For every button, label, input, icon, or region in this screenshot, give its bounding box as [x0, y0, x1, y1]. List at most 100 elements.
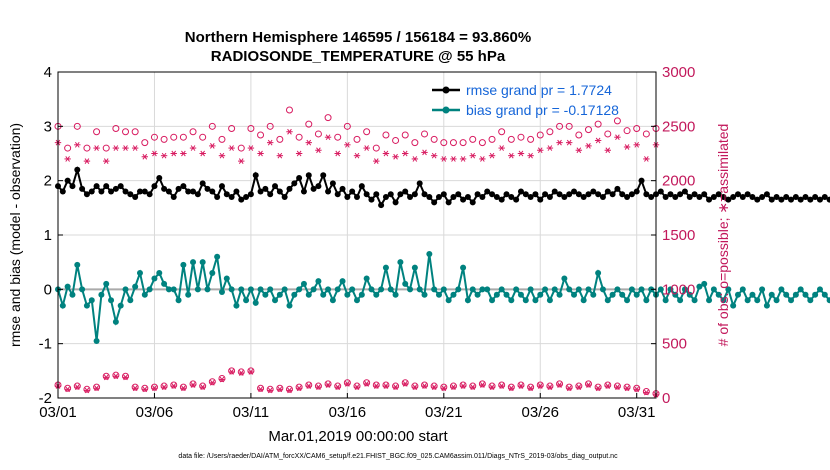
- obs-possible-marker: [594, 383, 602, 391]
- series-lines: [55, 166, 830, 344]
- obs-assimilated-marker: [247, 145, 255, 151]
- bias-point: [262, 291, 269, 298]
- obs-possible-marker: [305, 381, 313, 389]
- obs-possible-marker: [449, 139, 457, 147]
- rmse-point: [599, 193, 606, 200]
- rmse-point: [513, 196, 520, 203]
- rmse-point: [484, 188, 491, 195]
- obs-assimilated-marker: [421, 149, 428, 156]
- bias-point: [272, 297, 279, 304]
- bias-point: [98, 291, 105, 298]
- obs-possible-marker: [517, 133, 525, 141]
- rmse-point: [79, 185, 86, 192]
- obs-possible-marker: [401, 379, 409, 387]
- rmse-point: [349, 188, 356, 195]
- rmse-point: [382, 193, 389, 200]
- bias-point: [580, 297, 587, 304]
- rmse-point: [595, 191, 602, 198]
- bias-point: [296, 286, 303, 293]
- bias-point: [788, 297, 795, 304]
- obs-possible-marker: [594, 120, 602, 128]
- obs-possible-marker: [160, 135, 168, 143]
- rmse-point: [387, 191, 394, 198]
- obs-possible-marker: [257, 131, 265, 139]
- bias-point: [725, 286, 732, 293]
- obs-assimilated-marker: [228, 145, 235, 151]
- bias-point: [489, 297, 496, 304]
- rmse-point: [161, 185, 168, 192]
- obs-assimilated-marker: [402, 381, 409, 387]
- obs-possible-marker: [613, 382, 621, 390]
- bias-point: [180, 261, 187, 268]
- bias-point: [402, 280, 409, 287]
- obs-assimilated-marker: [305, 383, 312, 389]
- rmse-point: [783, 193, 790, 200]
- obs-assimilated-marker: [257, 386, 264, 393]
- obs-possible-marker: [343, 379, 351, 387]
- bias-point: [749, 291, 756, 298]
- obs-possible-marker: [546, 382, 554, 390]
- obs-assimilated-marker: [565, 385, 573, 392]
- bias-point: [407, 286, 414, 293]
- y-tick-label-right: 2500: [662, 118, 695, 135]
- rmse-point: [233, 188, 240, 195]
- rmse-point: [445, 199, 452, 206]
- rmse-point: [763, 191, 770, 198]
- rmse-point: [522, 191, 529, 198]
- rmse-point: [262, 185, 269, 192]
- bias-point: [566, 286, 573, 293]
- bias-point: [435, 291, 442, 298]
- rmse-point: [300, 188, 307, 195]
- rmse-point: [648, 193, 655, 200]
- x-tick-label: 03/26: [521, 404, 559, 421]
- rmse-point: [310, 185, 317, 192]
- rmse-point: [218, 183, 225, 190]
- bias-point: [763, 302, 770, 309]
- data-file-footer: data file: /Users/raeder/DAI/ATM_forcXX/…: [178, 453, 618, 460]
- bias-point: [812, 291, 819, 298]
- obs-possible-marker: [141, 139, 149, 147]
- bias-point: [672, 291, 679, 298]
- bias-point: [508, 297, 515, 304]
- y-tick-label-left: 1: [44, 227, 52, 244]
- rmse-point: [170, 193, 177, 200]
- obs-possible-marker: [83, 144, 91, 152]
- rmse-point: [368, 196, 375, 203]
- bias-point: [339, 278, 346, 285]
- obs-assimilated-marker: [469, 152, 476, 159]
- obs-possible-marker: [623, 383, 631, 391]
- y-tick-label-right: 3000: [662, 64, 695, 81]
- rmse-point: [720, 193, 727, 200]
- bias-point: [310, 286, 317, 293]
- rmse-point: [460, 196, 467, 203]
- obs-possible-marker: [237, 144, 245, 152]
- obs-assimilated-marker: [209, 143, 216, 149]
- y-tick-label-right: 2000: [662, 173, 695, 190]
- obs-assimilated-marker: [450, 156, 457, 162]
- bias-point: [517, 291, 524, 298]
- rmse-series-line: [57, 166, 830, 208]
- bias-point: [199, 259, 206, 266]
- bias-point: [754, 297, 761, 304]
- obs-possible-marker: [189, 128, 197, 136]
- obs-assimilated-marker: [411, 384, 419, 390]
- obs-possible-marker: [633, 125, 641, 133]
- obs-possible-marker: [517, 381, 525, 389]
- bias-point: [329, 297, 336, 304]
- bias-point: [503, 291, 510, 298]
- obs-possible-marker: [478, 380, 486, 388]
- rmse-point: [83, 191, 90, 198]
- bias-point: [469, 286, 476, 293]
- obs-possible-marker: [642, 130, 650, 138]
- rmse-point: [710, 193, 717, 200]
- rmse-point: [633, 188, 640, 195]
- rmse-point: [190, 188, 197, 195]
- rmse-point: [691, 191, 698, 198]
- obs-possible-marker: [199, 133, 207, 141]
- rmse-point: [108, 188, 115, 195]
- obs-assimilated-marker: [238, 158, 245, 164]
- rmse-point: [127, 191, 134, 198]
- obs-possible-marker: [604, 130, 612, 138]
- obs-assimilated-marker: [238, 370, 245, 376]
- bias-point: [397, 259, 404, 266]
